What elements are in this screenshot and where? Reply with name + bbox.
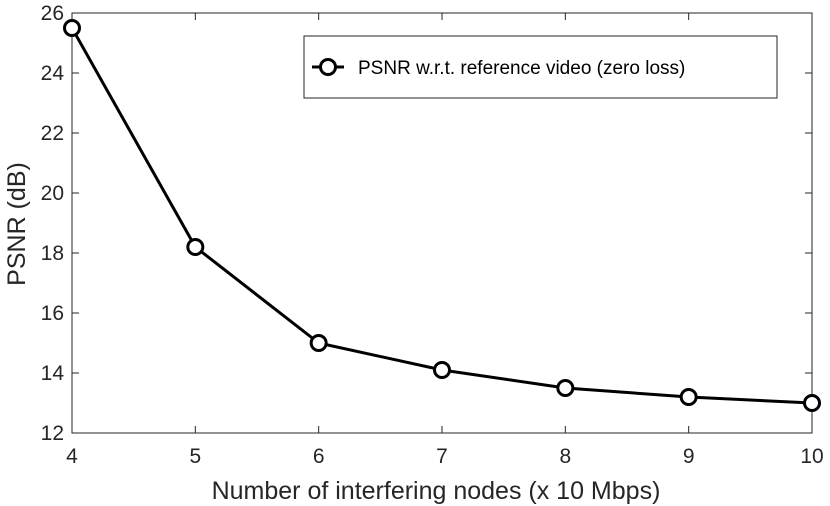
y-axis-ticks: 12 14 16 18 20 22 24 26 [41, 2, 812, 445]
x-tick-label: 9 [683, 445, 695, 468]
x-tick-label: 7 [436, 445, 448, 468]
legend-box [303, 35, 778, 99]
x-axis-ticks: 4 5 6 7 8 9 10 [66, 13, 824, 468]
y-tick-label: 14 [41, 362, 65, 385]
y-tick-label: 20 [41, 182, 64, 205]
data-point [556, 379, 575, 397]
data-point [679, 388, 698, 406]
x-tick-label: 10 [800, 445, 823, 468]
y-tick-label: 24 [41, 62, 65, 85]
legend-entry-label: PSNR w.r.t. reference video (zero loss) [358, 58, 685, 79]
data-point [186, 238, 205, 256]
x-tick-label: 6 [313, 445, 325, 468]
data-point [309, 334, 328, 352]
x-tick-label: 8 [559, 445, 571, 468]
x-tick-label: 4 [66, 445, 78, 468]
y-tick-label: 22 [41, 122, 64, 145]
data-point [433, 361, 451, 379]
y-tick-label: 16 [41, 302, 64, 325]
y-tick-label: 12 [41, 422, 64, 445]
y-tick-label: 26 [41, 2, 64, 25]
y-axis-label: PSNR (dB) [3, 162, 31, 286]
y-tick-label: 18 [41, 242, 64, 265]
data-point [803, 394, 821, 412]
data-point [63, 19, 81, 37]
legend: PSNR w.r.t. reference video (zero loss) [303, 35, 778, 99]
series-layer [63, 19, 821, 412]
x-axis-label: Number of interfering nodes (x 10 Mbps) [212, 477, 661, 505]
x-tick-label: 5 [189, 445, 201, 468]
legend-marker-sample [319, 58, 337, 76]
